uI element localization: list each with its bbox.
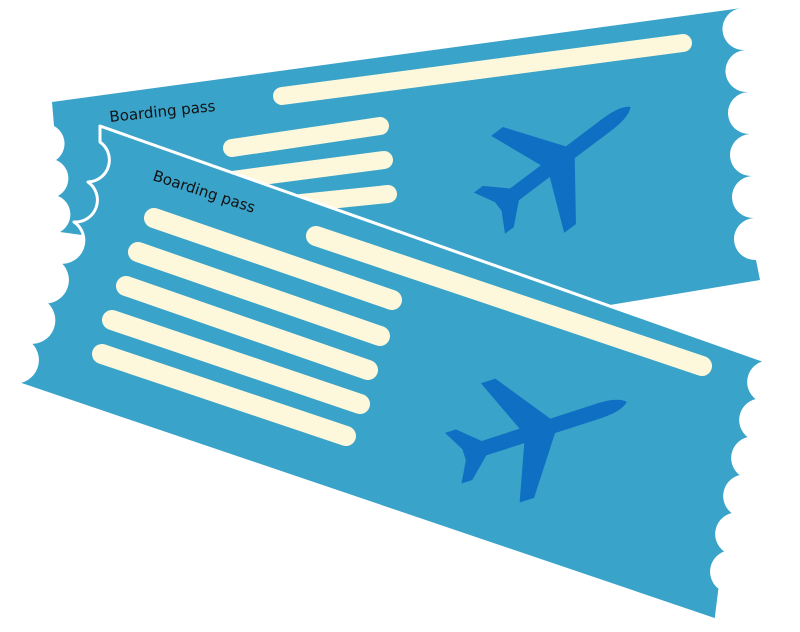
stripe [102,310,370,414]
ticket-front-stripes [92,208,712,446]
stripe [306,226,712,376]
boarding-pass-ticket-front: Boarding pass [12,124,770,622]
stripe [144,208,402,310]
stripe [223,117,389,157]
stripe [223,151,393,189]
stripe [92,344,356,446]
ticket-body [12,124,770,622]
stripe [273,34,692,105]
stripe [116,276,378,380]
stripe [128,242,390,346]
